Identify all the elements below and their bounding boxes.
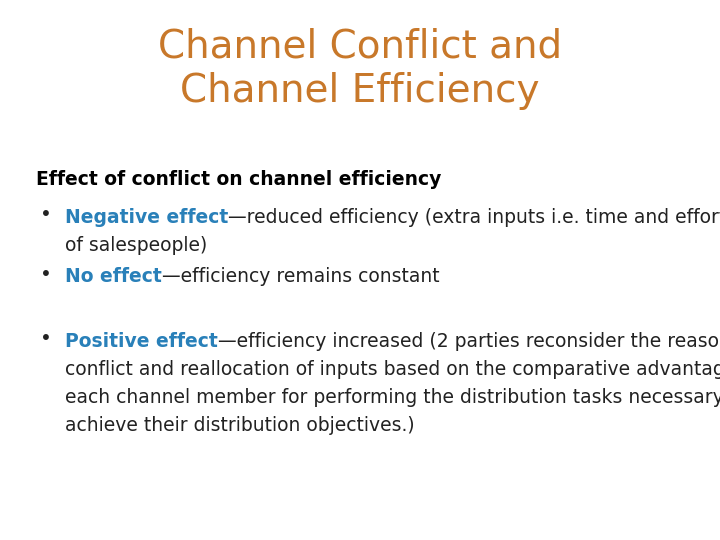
Text: No effect: No effect bbox=[65, 267, 161, 286]
Text: Channel Conflict and
Channel Efficiency: Channel Conflict and Channel Efficiency bbox=[158, 27, 562, 111]
Text: each channel member for performing the distribution tasks necessary to: each channel member for performing the d… bbox=[65, 388, 720, 407]
Text: —efficiency remains constant: —efficiency remains constant bbox=[161, 267, 439, 286]
Text: Effect of conflict on channel efficiency: Effect of conflict on channel efficiency bbox=[36, 170, 441, 189]
Text: Positive effect: Positive effect bbox=[65, 332, 217, 351]
Text: •: • bbox=[40, 205, 51, 224]
Text: —reduced efficiency (extra inputs i.e. time and effort: —reduced efficiency (extra inputs i.e. t… bbox=[228, 208, 720, 227]
Text: •: • bbox=[40, 265, 51, 284]
Text: conflict and reallocation of inputs based on the comparative advantages of: conflict and reallocation of inputs base… bbox=[65, 360, 720, 379]
Text: —efficiency increased (2 parties reconsider the reason of: —efficiency increased (2 parties reconsi… bbox=[217, 332, 720, 351]
Text: Negative effect: Negative effect bbox=[65, 208, 228, 227]
Text: of salespeople): of salespeople) bbox=[65, 236, 207, 255]
Text: achieve their distribution objectives.): achieve their distribution objectives.) bbox=[65, 416, 415, 435]
Text: •: • bbox=[40, 329, 51, 348]
